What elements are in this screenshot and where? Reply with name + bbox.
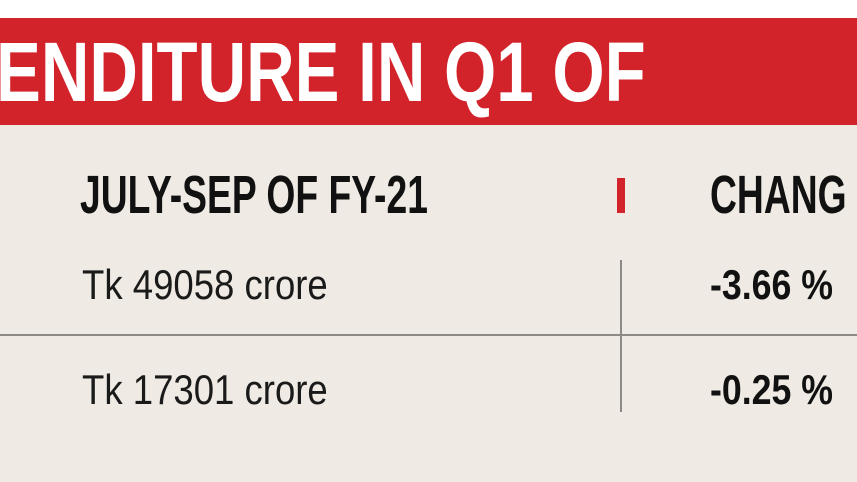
top-strip — [0, 0, 857, 18]
header-cell: JULY-SEP OF FY-21 — [80, 165, 428, 225]
table-cell: Tk 49058 crore — [82, 261, 328, 308]
banner-title: ENDITURE IN Q1 OF — [0, 25, 646, 119]
table-cell: -0.25 % — [710, 366, 834, 413]
header-cell: CHANG — [710, 165, 847, 225]
table-cell: -3.66 % — [710, 261, 834, 308]
table-cell: Tk 17301 crore — [82, 366, 328, 413]
column-divider — [620, 260, 622, 412]
row-divider — [0, 334, 857, 336]
header-divider — [617, 178, 625, 213]
banner: ENDITURE IN Q1 OF — [0, 18, 857, 125]
